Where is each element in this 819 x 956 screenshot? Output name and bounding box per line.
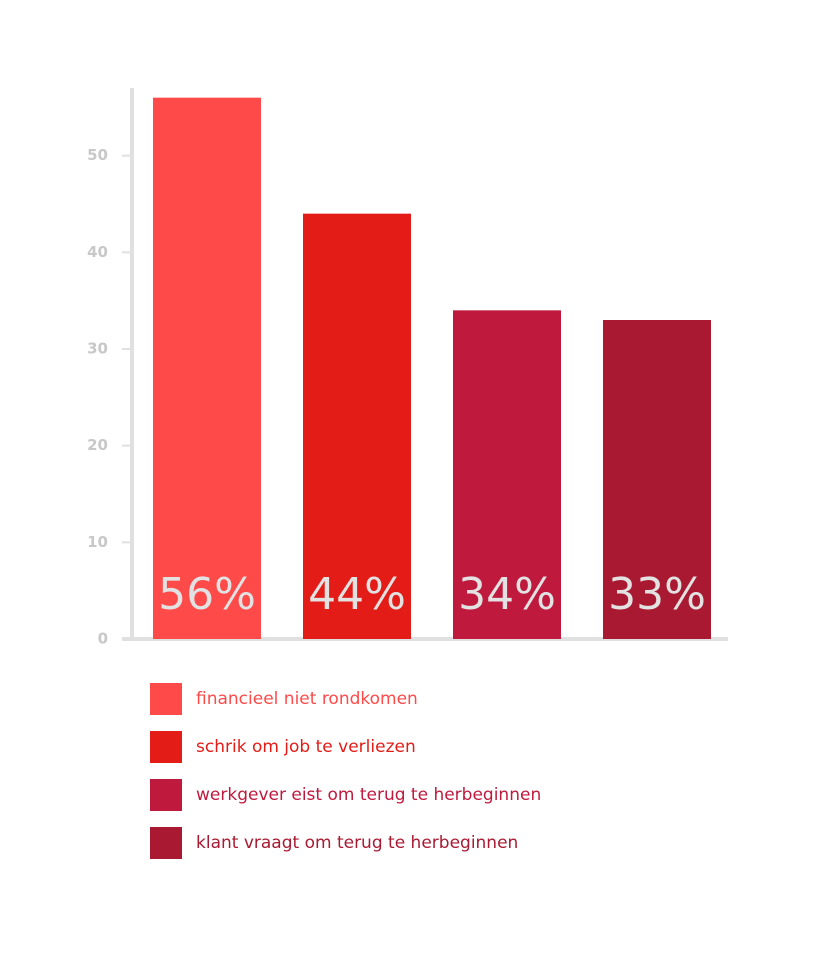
legend-swatch	[150, 779, 182, 811]
value-label: 34%	[458, 569, 556, 620]
y-tick-label: 50	[87, 146, 108, 164]
value-label: 56%	[158, 569, 256, 620]
legend-swatch	[150, 731, 182, 763]
legend-label: financieel niet rondkomen	[196, 689, 418, 709]
y-tick-label: 40	[87, 243, 108, 261]
bar	[603, 320, 711, 639]
y-tick-label: 0	[98, 630, 108, 648]
value-label: 44%	[308, 569, 406, 620]
legend-swatch	[150, 827, 182, 859]
bar	[453, 310, 561, 639]
y-tick-label: 30	[87, 340, 108, 358]
bar	[153, 97, 261, 639]
legend-swatch	[150, 683, 182, 715]
y-tick-label: 20	[87, 436, 108, 454]
legend-label: schrik om job te verliezen	[196, 737, 416, 757]
y-tick-label: 10	[87, 533, 108, 551]
value-label: 33%	[608, 569, 706, 620]
bar	[303, 213, 411, 639]
legend-label: werkgever eist om terug te herbeginnen	[196, 785, 541, 805]
legend-label: klant vraagt om terug te herbeginnen	[196, 833, 518, 853]
